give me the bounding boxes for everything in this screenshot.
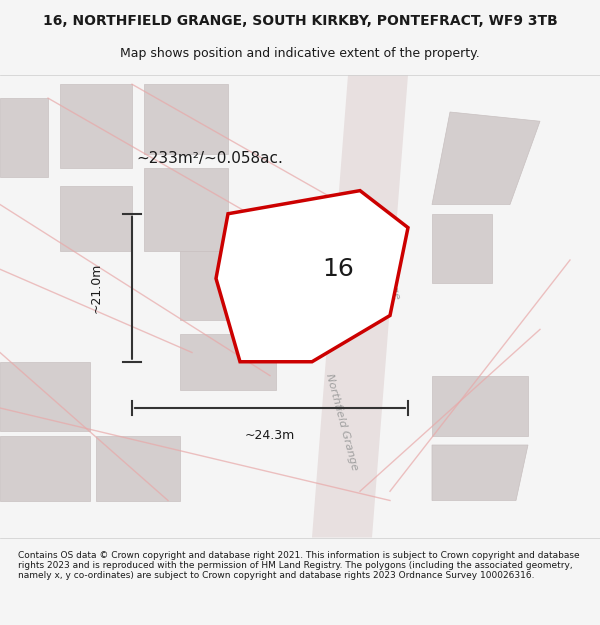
Polygon shape [0, 362, 90, 431]
Polygon shape [216, 191, 408, 362]
Polygon shape [180, 251, 276, 320]
Text: Contains OS data © Crown copyright and database right 2021. This information is : Contains OS data © Crown copyright and d… [18, 551, 580, 581]
Polygon shape [432, 445, 528, 501]
Polygon shape [144, 84, 228, 154]
Polygon shape [432, 112, 540, 204]
Text: Map shows position and indicative extent of the property.: Map shows position and indicative extent… [120, 48, 480, 61]
Text: Northfield Grange: Northfield Grange [366, 201, 402, 300]
Text: ~233m²/~0.058ac.: ~233m²/~0.058ac. [137, 151, 283, 166]
Polygon shape [60, 186, 132, 251]
Polygon shape [96, 436, 180, 501]
Polygon shape [0, 436, 90, 501]
Polygon shape [0, 98, 48, 177]
Polygon shape [312, 75, 408, 538]
Polygon shape [60, 84, 132, 168]
Polygon shape [432, 376, 528, 436]
Polygon shape [144, 168, 228, 251]
Polygon shape [432, 214, 492, 283]
Text: ~24.3m: ~24.3m [245, 429, 295, 442]
Text: 16, NORTHFIELD GRANGE, SOUTH KIRKBY, PONTEFRACT, WF9 3TB: 16, NORTHFIELD GRANGE, SOUTH KIRKBY, PON… [43, 14, 557, 28]
Text: Northfield Grange: Northfield Grange [324, 372, 360, 471]
Polygon shape [180, 334, 276, 389]
Text: 16: 16 [322, 258, 353, 281]
Text: ~21.0m: ~21.0m [89, 262, 103, 313]
